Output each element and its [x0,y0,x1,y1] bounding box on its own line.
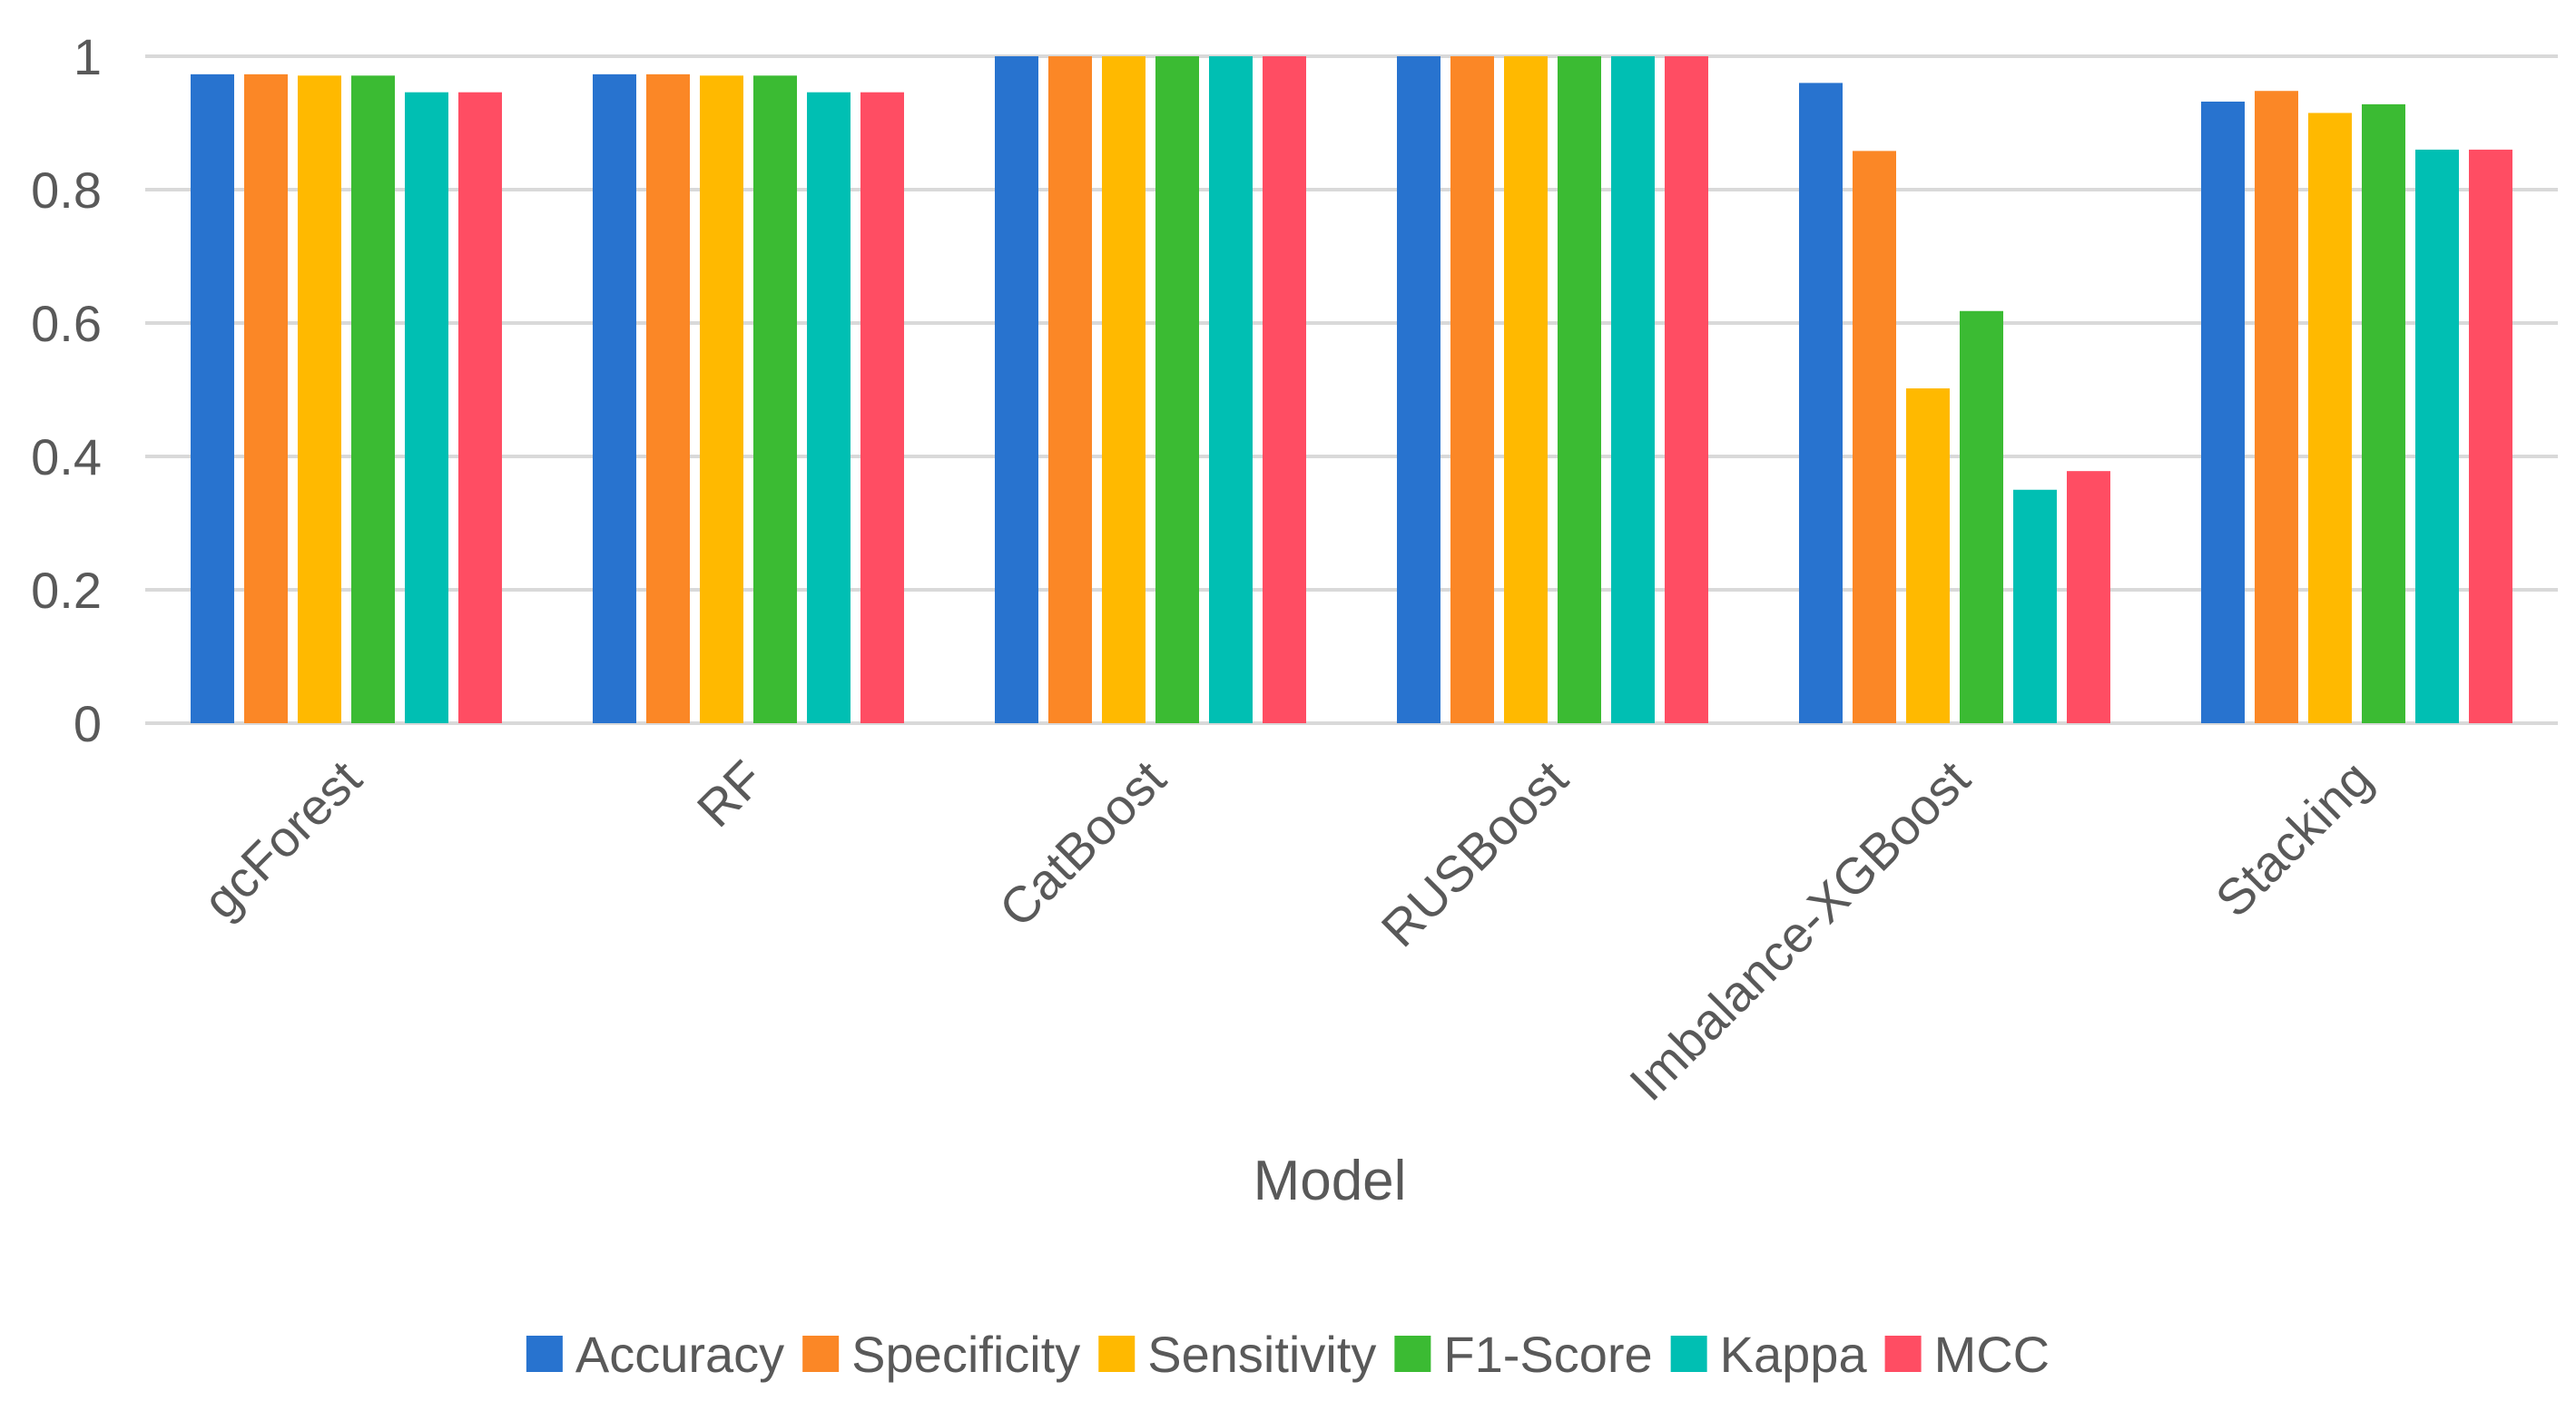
legend-item-specificity: Specificity [802,1326,1080,1383]
bar-gcforest-specificity [244,73,288,724]
legend-swatch [1670,1336,1707,1372]
legend-swatch [1394,1336,1431,1372]
y-tick-label: 0 [74,695,102,752]
legend-item-accuracy: Accuracy [526,1326,784,1383]
bar-rusboost-accuracy [1397,56,1440,723]
gridlines [145,54,2558,725]
bar-rusboost-mcc [1665,56,1708,723]
x-tick-label-stacking: Stacking [2205,750,2383,927]
x-tick-label-rf: RF [686,750,774,838]
legend-swatch [802,1336,840,1372]
bar-rusboost-kappa [1611,56,1655,723]
bar-imbalance-xgboost-specificity [1853,151,1896,723]
x-axis-title: Model [1254,1150,1407,1212]
bar-gcforest-mcc [458,92,502,723]
y-tick-label: 1 [74,28,102,85]
bar-imbalance-xgboost-kappa [2013,489,2057,723]
bar-rf-f1-score [753,75,797,723]
y-tick-label: 0.6 [31,295,102,352]
legend-label: Accuracy [575,1326,784,1383]
bar-catboost-kappa [1209,56,1253,723]
legend-label: Sensitivity [1147,1326,1376,1383]
bar-stacking-specificity [2255,91,2298,724]
legend-item-f1-score: F1-Score [1394,1326,1653,1383]
legend-item-sensitivity: Sensitivity [1098,1326,1376,1383]
bar-rusboost-f1-score [1558,56,1601,723]
bar-imbalance-xgboost-sensitivity [1906,388,1950,723]
y-tick-label: 0.4 [31,428,102,485]
x-axis-tick-labels: gcForest RF CatBoost RUSBoost Imbalance-XGBo… [192,750,2383,1112]
x-tick-label-catboost: CatBoost [988,750,1177,938]
bars [191,56,2512,724]
legend-label: MCC [1934,1326,2050,1383]
bar-rf-accuracy [593,73,636,724]
bar-rf-sensitivity [700,75,743,723]
bar-rusboost-sensitivity [1504,56,1548,723]
bar-rf-kappa [807,92,850,723]
bar-imbalance-xgboost-mcc [2067,471,2110,723]
bar-rusboost-specificity [1450,56,1494,723]
legend-item-mcc: MCC [1884,1326,2050,1383]
bar-catboost-f1-score [1155,56,1199,723]
bar-stacking-f1-score [2362,103,2405,724]
legend-label: F1-Score [1443,1326,1652,1383]
bar-catboost-accuracy [995,56,1038,723]
bar-stacking-mcc [2469,149,2512,723]
y-tick-label: 0.8 [31,162,102,219]
bar-gcforest-sensitivity [298,75,341,723]
bar-stacking-kappa [2415,149,2459,723]
legend-swatch [1098,1336,1136,1372]
bar-gcforest-accuracy [191,73,234,724]
legend-label: Specificity [851,1326,1080,1383]
legend-swatch [526,1336,563,1372]
bar-catboost-mcc [1263,56,1306,723]
y-tick-label: 0.2 [31,562,102,619]
bar-catboost-sensitivity [1102,56,1145,723]
bar-gcforest-kappa [405,92,448,723]
legend-label: Kappa [1720,1326,1868,1383]
x-tick-label-imbalance-xgboost: Imbalance-XGBoost [1618,750,1981,1112]
y-axis-tick-labels: 0 0.2 0.4 0.6 0.8 1 [31,28,102,752]
x-tick-label-gcforest: gcForest [192,750,372,930]
bar-gcforest-f1-score [351,75,395,723]
bar-stacking-accuracy [2201,101,2245,724]
bar-imbalance-xgboost-accuracy [1799,83,1843,723]
legend-swatch [1884,1336,1922,1372]
legend: Accuracy Specificity Sensitivity F1-Score Ka… [526,1326,2050,1383]
bar-rf-specificity [646,73,690,724]
bar-stacking-sensitivity [2308,113,2352,724]
bar-catboost-specificity [1048,56,1092,723]
bar-imbalance-xgboost-f1-score [1960,310,2003,723]
legend-item-kappa: Kappa [1670,1326,1868,1383]
x-tick-label-rusboost: RUSBoost [1371,750,1579,958]
bar-rf-mcc [860,92,904,723]
